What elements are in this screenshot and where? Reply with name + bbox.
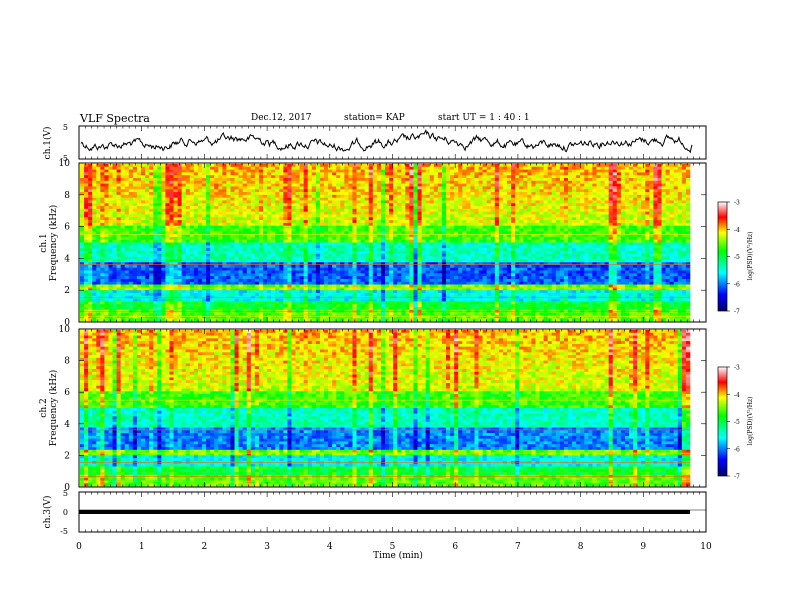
ch3-waveform-line [79,510,690,514]
colorbar-tick-2: -5 [734,419,740,426]
colorbar-tick-4: -7 [734,309,740,316]
ch1-colorbar-label: log(PSD)(V²/Hz) [747,232,754,281]
x-tick-label-3: 3 [264,542,270,552]
x-tick-label-0: 0 [76,542,82,552]
ch1-ytick-neg5: -5 [60,154,68,163]
x-tick-label-9: 9 [640,542,646,552]
x-tick-label-4: 4 [327,542,333,552]
colorbar-tick-1: -4 [734,227,740,234]
x-axis: 0 1 2 3 4 5 6 7 8 9 10 [76,126,712,552]
ch3-ylabel: ch.3(V) [42,496,53,529]
colorbar-tick-4: -7 [734,474,740,481]
spec2-ytick-4: 8 [64,357,70,367]
spec1-ytick-2: 4 [64,254,70,264]
ch1-spectrogram [80,164,691,322]
spec1-ytick-4: 8 [64,191,70,201]
x-tick-label-8: 8 [578,542,584,552]
ch3-waveform-panel: 5 0 -5 ch.3(V) [42,489,707,536]
colorbar-tick-1: -4 [734,392,740,399]
ch1-waveform-panel: 5 -5 ch.1(V) [42,123,707,163]
colorbar-tick-3: -6 [734,446,740,453]
ch1-spectrogram-panel: 0 2 4 6 8 10 ch.1 Frequency (kHz) [39,159,707,328]
x-tick-label-5: 5 [390,542,396,552]
x-axis-label: Time (min) [373,550,423,561]
spec2-ytick-2: 4 [64,420,70,430]
start-time-label: start UT = 1 : 40 : 1 [438,113,530,123]
x-tick-label-7: 7 [515,542,521,552]
ch2-colorbar-label: log(PSD)(V²/Hz) [747,397,754,446]
colorbar-tick-0: -3 [734,365,740,372]
x-tick-label-1: 1 [139,542,145,552]
ch3-ytick-5: 5 [63,489,68,498]
figure-title: VLF Spectra [80,112,150,125]
ch2-ylabel-channel: ch.2 [39,398,49,417]
spec2-ytick-3: 6 [64,388,70,398]
spec2-ytick-1: 2 [64,451,70,461]
ch2-ylabel-frequency: Frequency (kHz) [48,370,59,447]
ch2-spectrogram-panel: 0 2 4 6 8 10 ch.2 Frequency (kHz) [39,325,707,493]
ch3-ytick-neg5: -5 [60,527,68,536]
ch1-ytick-5: 5 [63,123,68,132]
colorbar-tick-2: -5 [734,254,740,261]
spec2-ytick-5: 10 [59,325,71,335]
colorbar-tick-3: -6 [734,281,740,288]
spec1-ytick-1: 2 [64,286,70,296]
spec1-ytick-0: 0 [64,318,70,328]
ch1-waveform-line [80,128,693,154]
spec1-ytick-3: 6 [64,223,70,233]
ch1-ylabel: ch.1(V) [42,127,53,160]
ch3-ytick-0: 0 [63,508,68,517]
colorbar-tick-0: -3 [734,200,740,207]
ch1-ylabel-frequency: Frequency (kHz) [48,205,59,282]
station-label: station= KAP [344,113,405,123]
x-tick-label-2: 2 [202,542,208,552]
x-tick-label-6: 6 [452,542,458,552]
ch1-colorbar: -3 -4 -5 -6 -7 log(PSD)(V²/Hz) [717,200,754,316]
date-label: Dec.12, 2017 [251,113,312,123]
spec1-ytick-5: 10 [59,159,71,169]
ch2-colorbar: -3 -4 -5 -6 -7 log(PSD)(V²/Hz) [717,365,754,481]
x-tick-label-10: 10 [700,542,712,552]
ch2-spectrogram [80,330,691,487]
spec2-ytick-0: 0 [64,483,70,493]
ch1-ylabel-channel: ch.1 [39,233,49,252]
